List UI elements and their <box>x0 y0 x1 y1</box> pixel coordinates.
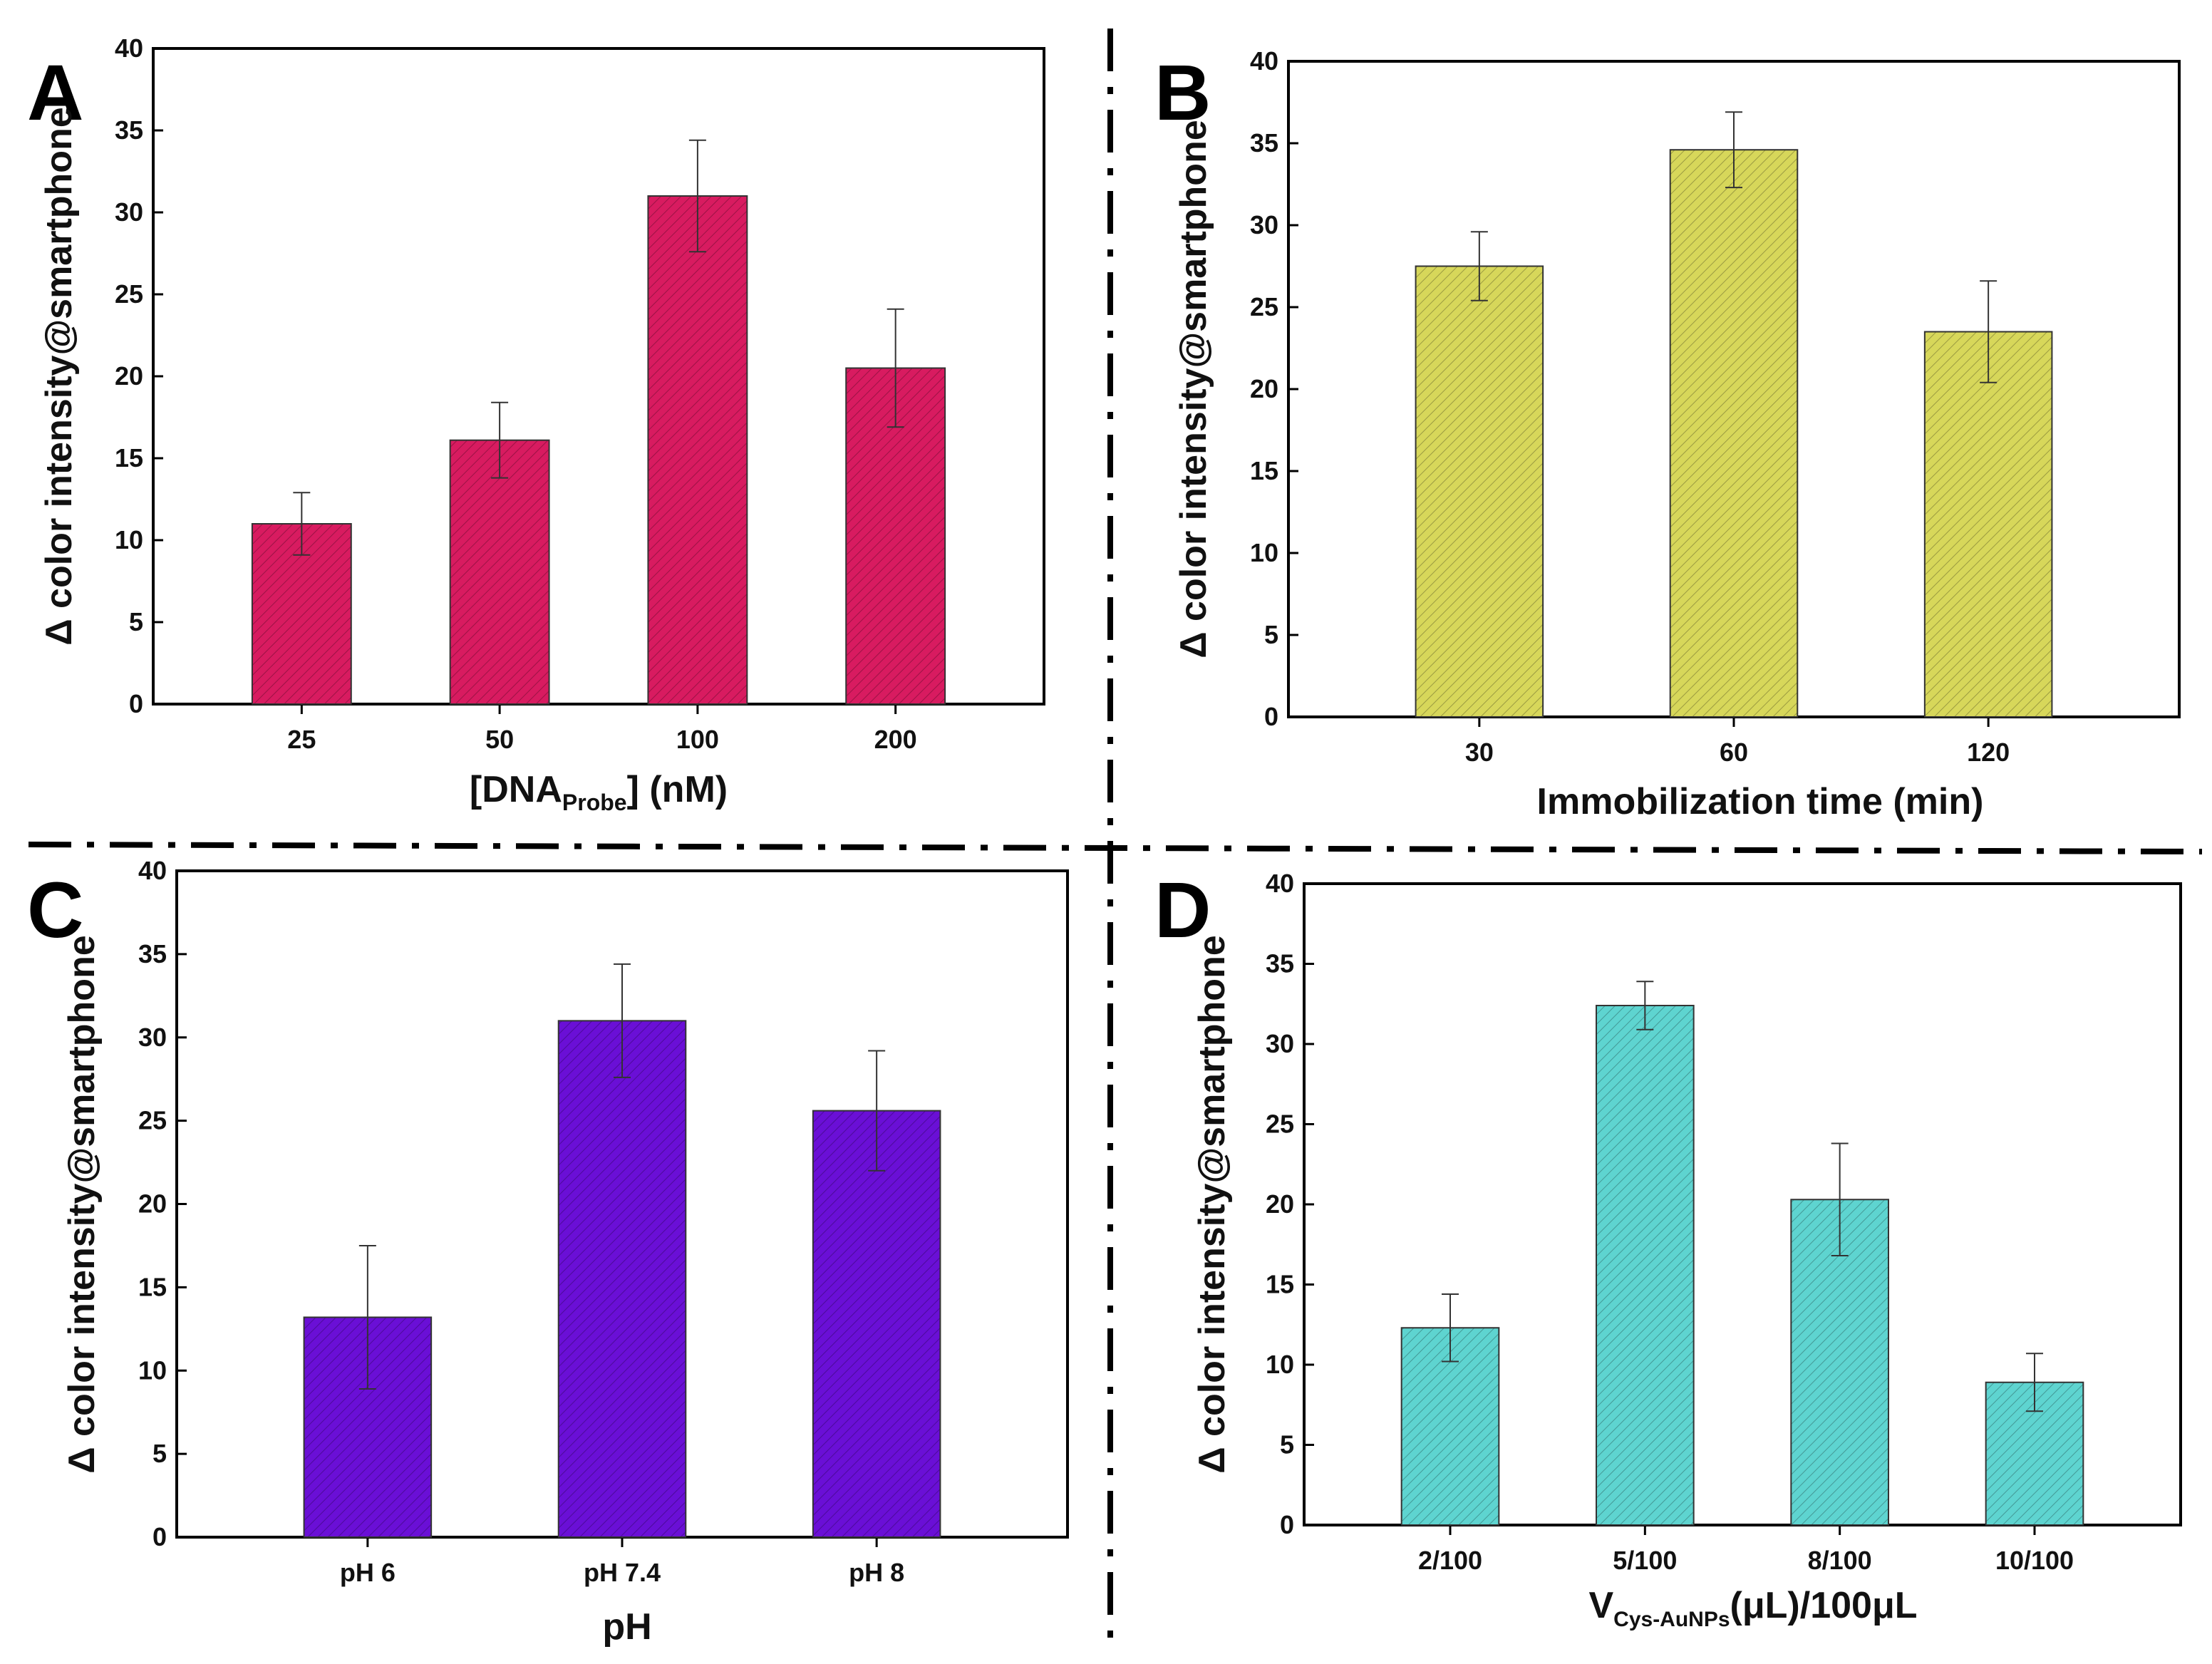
panel-c-ytick-label: 15 <box>138 1272 167 1301</box>
panel-a-xtick-label: 100 <box>676 725 719 754</box>
panel-b-ytick-label: 25 <box>1250 292 1278 321</box>
panel-d-ytick-label: 0 <box>1280 1510 1294 1539</box>
panel-a-x-axis-title: [DNAProbe] (nM) <box>470 769 728 815</box>
panel-a-ytick-label: 10 <box>115 525 143 554</box>
panel-b-xtick-label: 60 <box>1720 738 1748 767</box>
panel-b-ytick-label: 0 <box>1264 702 1278 731</box>
panel-d-x-axis-title: VCys-AuNPs(μL)/100μL <box>1588 1585 1917 1631</box>
panel-c-letter: C <box>27 867 83 954</box>
panel-a-ytick-label: 0 <box>129 689 143 718</box>
panel-c-ytick-label: 5 <box>153 1439 167 1468</box>
panel-c-xtick-label: pH 7.4 <box>584 1558 661 1587</box>
panel-c-ytick-label: 40 <box>138 856 167 885</box>
panel-a-xtick-label: 50 <box>485 725 514 754</box>
panel-d-ytick-label: 40 <box>1266 869 1294 898</box>
panel-b-bar-120 <box>1923 331 2053 718</box>
panel-d-xtick-label: 8/100 <box>1808 1546 1872 1575</box>
panel-c-chart: C 0 5 10 15 20 25 30 35 40 pH 6 pH 7.4 pH 8 Δ color… <box>27 856 1069 1648</box>
panel-d-letter: D <box>1154 867 1211 954</box>
panel-c-y-axis-title: Δ color intensity@smartphone <box>61 935 103 1474</box>
panel-a-y-axis-title: Δ color intensity@smartphone <box>38 107 80 646</box>
panel-c-ytick-label: 10 <box>138 1355 167 1385</box>
panel-b-xtick-label: 30 <box>1465 738 1494 767</box>
panel-a-ytick-label: 25 <box>115 279 143 309</box>
panel-b-ytick-label: 15 <box>1250 456 1278 485</box>
panel-d-ytick-label: 25 <box>1266 1110 1294 1139</box>
panel-c-ytick-label: 35 <box>138 939 167 968</box>
panel-d-xtick-label: 5/100 <box>1613 1546 1677 1575</box>
panel-a-ytick-label: 20 <box>115 361 143 391</box>
panel-b-ytick-label: 20 <box>1250 374 1278 403</box>
panel-c-xtick-label: pH 6 <box>340 1558 396 1587</box>
panel-b-bar-60 <box>1669 149 1799 718</box>
panel-b-chart: B 0 5 10 15 20 25 30 35 40 30 60 120 Δ color intens… <box>1154 46 2181 822</box>
panel-b-x-axis-title: Immobilization time (min) <box>1537 781 1984 822</box>
panel-b-ytick-label: 10 <box>1250 538 1278 567</box>
panel-d-bar-5-100 <box>1596 1005 1695 1526</box>
panel-b-ytick-label: 30 <box>1250 210 1278 239</box>
panel-b-letter: B <box>1154 49 1211 137</box>
panel-d-ytick-label: 35 <box>1266 949 1294 978</box>
panel-d-xtick-label: 2/100 <box>1418 1546 1482 1575</box>
panel-a-bar-100 <box>647 195 748 705</box>
panel-c-ytick-label: 0 <box>153 1522 167 1551</box>
panel-a-letter: A <box>27 49 83 137</box>
panel-a-chart: A 0 5 10 15 20 25 30 35 40 25 50 100 200 Δ color int… <box>27 33 1045 815</box>
panel-b-ytick-label: 5 <box>1264 620 1278 649</box>
panel-d-ytick-label: 30 <box>1266 1029 1294 1058</box>
panel-c-ytick-label: 20 <box>138 1189 167 1219</box>
panel-d-ytick-label: 20 <box>1266 1189 1294 1219</box>
panel-a-ytick-label: 40 <box>115 33 143 63</box>
panel-c-bar-pH-7-4 <box>557 1020 687 1538</box>
panel-d-y-axis-title: Δ color intensity@smartphone <box>1192 935 1233 1474</box>
panel-b-bar-30 <box>1415 265 1544 718</box>
panel-a-ytick-label: 35 <box>115 115 143 145</box>
panel-c-bar-pH-8 <box>812 1110 941 1538</box>
panel-d-ytick-label: 10 <box>1266 1350 1294 1379</box>
panel-b-xtick-label: 120 <box>1967 738 2010 767</box>
panel-a-bar-50 <box>449 439 550 705</box>
panel-a-ytick-label: 5 <box>129 607 143 636</box>
panel-a-ytick-label: 15 <box>115 443 143 472</box>
panel-c-ytick-label: 30 <box>138 1023 167 1052</box>
panel-a-xtick-label: 25 <box>287 725 316 754</box>
panel-d-ytick-label: 5 <box>1280 1430 1294 1459</box>
panel-d-xtick-label: 10/100 <box>1995 1546 2074 1575</box>
panel-b-ytick-label: 35 <box>1250 128 1278 157</box>
panel-b-ytick-label: 40 <box>1250 46 1278 76</box>
panel-a-ytick-label: 30 <box>115 197 143 227</box>
panel-a-xtick-label: 200 <box>874 725 917 754</box>
horizontal-separator <box>28 842 2203 854</box>
panel-c-xtick-label: pH 8 <box>849 1558 904 1587</box>
panel-c-x-axis-title: pH <box>602 1606 651 1648</box>
panel-b-y-axis-title: Δ color intensity@smartphone <box>1173 120 1214 658</box>
panel-d-ytick-label: 15 <box>1266 1270 1294 1299</box>
panel-c-ytick-label: 25 <box>138 1106 167 1135</box>
